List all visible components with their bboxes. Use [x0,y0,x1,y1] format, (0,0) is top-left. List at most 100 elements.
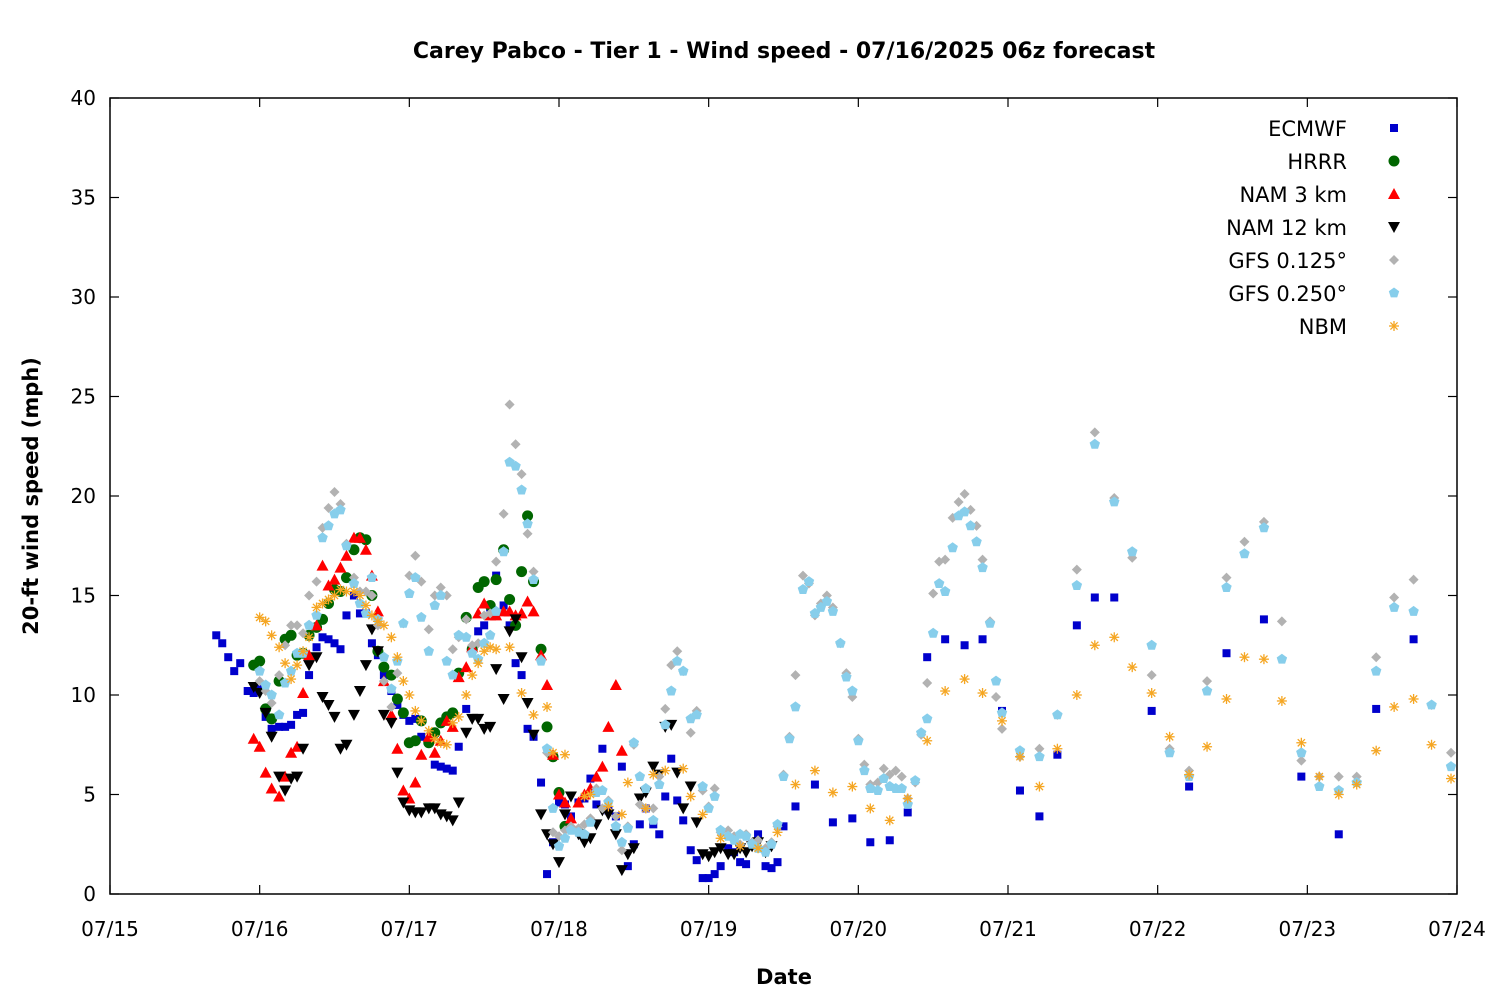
data-point [323,594,334,605]
data-point [428,746,441,758]
data-point [236,659,245,668]
data-point [279,785,292,797]
data-point [274,642,285,653]
data-point [1202,741,1213,752]
data-point [803,576,815,586]
data-point [528,574,539,584]
data-point [281,722,290,731]
data-point [415,748,428,760]
legend: ECMWF HRRR NAM 3 km NAM 12 km GFS 0.125° GFS … [1226,117,1400,339]
data-point [460,661,473,673]
data-point [592,800,601,809]
data-point [859,765,870,776]
data-point [884,815,895,826]
series-3 [247,614,778,877]
data-point [878,773,889,783]
legend-marker [1388,287,1400,298]
data-point [336,645,345,654]
data-point [697,809,708,820]
data-point [472,713,485,725]
data-point [1221,582,1232,592]
data-point [516,566,528,578]
data-point [977,554,988,565]
data-point [480,621,489,630]
data-point [548,747,559,758]
data-point [903,808,912,817]
data-point [322,579,335,591]
data-point [1146,670,1157,681]
series-2 [247,531,628,824]
data-point [310,619,323,631]
data-point [324,635,333,644]
data-point [896,771,907,782]
data-point [797,570,808,581]
data-point [997,723,1008,734]
data-point [299,708,308,717]
data-point [553,788,565,800]
data-point [941,635,950,644]
data-point [260,616,271,627]
data-point [922,678,933,689]
data-point [528,709,539,720]
data-point [511,659,520,668]
data-point [996,707,1008,718]
data-point [303,619,315,630]
data-point [708,847,721,859]
data-point [927,627,939,638]
data-point [678,763,689,774]
data-point [1296,755,1307,766]
data-point [878,763,889,774]
data-point [1314,781,1325,791]
data-point [1035,812,1044,821]
data-point [559,749,570,760]
data-point [491,556,502,567]
data-point [317,532,328,543]
data-point [547,802,559,813]
data-point [505,621,514,630]
data-point [348,544,360,556]
y-axis: 0 5 10 15 20 25 30 35 40 [71,86,1457,906]
data-point [359,660,372,672]
data-point [754,830,763,839]
data-point [478,576,490,588]
data-point [323,502,334,513]
data-point [371,605,384,617]
data-point [461,690,472,700]
data-point [292,620,303,631]
data-point [841,671,852,682]
data-point [660,703,671,714]
data-point [660,719,671,730]
data-point [1409,635,1418,644]
data-point [305,671,314,680]
data-point [254,612,265,623]
legend-marker [1388,188,1400,199]
data-point [535,809,548,821]
data-point [1034,751,1045,762]
data-point [736,858,745,867]
data-point [933,578,945,588]
data-point [661,792,670,801]
data-point [435,590,446,600]
data-point [553,840,565,851]
data-point [478,597,491,609]
legend-label: NAM 3 km [1239,183,1347,207]
data-point [461,614,472,625]
data-point [615,865,628,877]
data-point [440,811,453,823]
data-point [847,685,858,696]
data-point [330,639,339,648]
data-point [939,586,951,596]
x-tick-label: 07/17 [381,917,439,941]
data-point [848,814,857,823]
data-point [378,651,390,662]
data-point [447,707,459,719]
data-point [410,572,421,582]
data-point [1408,605,1419,616]
data-point [921,713,933,724]
data-point [504,399,515,410]
data-point [692,856,701,865]
data-point [259,766,272,778]
data-point [709,791,720,801]
data-point [462,704,471,713]
data-point [559,832,571,843]
